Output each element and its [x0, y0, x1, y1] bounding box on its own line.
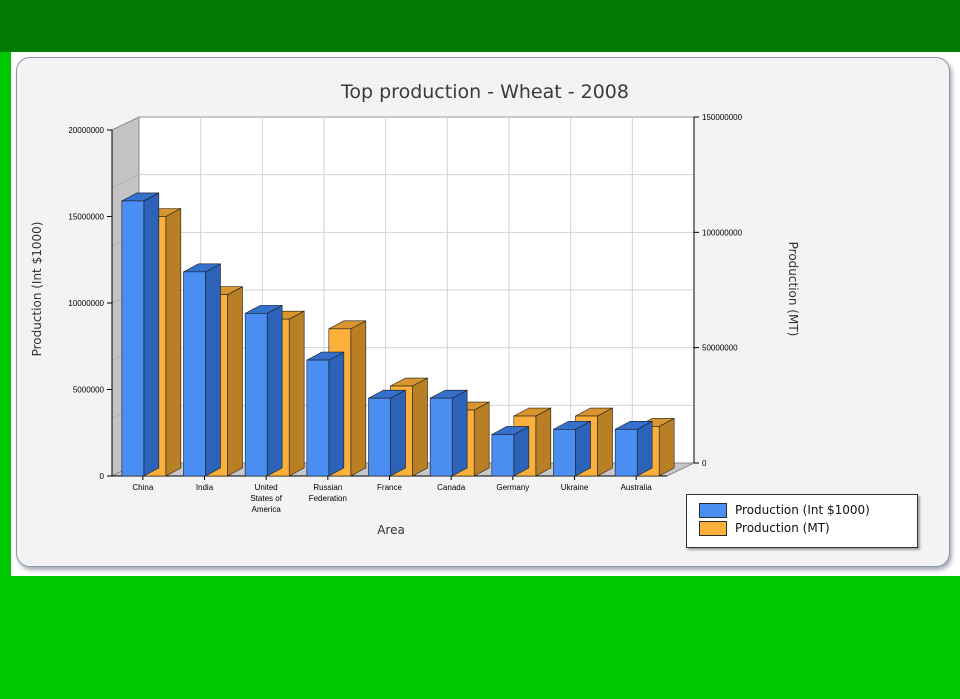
x-tick-label: Federation [309, 494, 347, 503]
y-tick-label-right: 150000000 [702, 113, 743, 122]
chart-panel: Top production - Wheat - 2008 0 5000000 10… [16, 57, 950, 567]
bar-series1 [121, 200, 145, 477]
bar-series1 [491, 434, 515, 477]
bar-chart: Top production - Wheat - 2008 0 5000000 10… [30, 81, 800, 537]
y-tick-label-left: 5000000 [73, 386, 105, 395]
header-band [0, 0, 960, 52]
x-tick-label: States of [250, 494, 282, 503]
legend-swatch-series1 [699, 502, 727, 518]
gridline-side [111, 174, 140, 189]
bar-series1-side [205, 263, 221, 477]
bar-series1-side [513, 425, 530, 477]
y-tick-label-right: 100000000 [702, 228, 743, 237]
x-tick-label: China [132, 483, 153, 492]
bar-series1-side [390, 389, 406, 477]
x-tick-label: Germany [496, 483, 529, 492]
legend-swatch-series2 [699, 520, 727, 536]
x-tick-label: United [255, 483, 278, 492]
y-tick-label-left: 15000000 [68, 213, 104, 222]
bar-series1 [553, 428, 576, 477]
x-tick-label: America [251, 505, 281, 514]
bar-series1-side [143, 192, 160, 477]
x-tick-label: Canada [437, 483, 466, 492]
footer-band [0, 576, 960, 699]
bar-series2-side [473, 401, 490, 477]
bar-series2-side [350, 320, 367, 477]
plot-area: 0 5000000 10000000 15000000 20000000 0 5000000… [68, 113, 742, 514]
legend-label-series2: Production (MT) [735, 521, 830, 535]
y-tick-label-right: 0 [702, 459, 707, 468]
bar-series1 [614, 428, 638, 477]
bar-series2-side [412, 377, 428, 477]
bar-series2-side [535, 407, 552, 477]
legend-item-series2: Production (MT) [699, 520, 830, 536]
bar-series1-side [328, 351, 345, 477]
bar-series2-side [658, 417, 675, 477]
y-tick-label-left: 20000000 [68, 126, 104, 135]
bar-series1 [306, 359, 330, 477]
x-tick-label: Australia [621, 483, 653, 492]
legend-item-series1: Production (Int $1000) [699, 502, 870, 518]
bar-series2-side [227, 286, 243, 477]
x-tick-label: Ukraine [561, 483, 589, 492]
bar-series1 [244, 313, 268, 477]
x-tick-label: France [377, 483, 402, 492]
chart-legend: Production (Int $1000) Production (MT) [686, 494, 918, 548]
bar-series2-side [165, 208, 182, 477]
legend-label-series1: Production (Int $1000) [735, 503, 870, 517]
bar-series2-side [288, 310, 305, 477]
y-tick-label-left: 10000000 [68, 299, 104, 308]
y-axis-right-title: Production (MT) [786, 242, 800, 337]
bar-series1-side [266, 304, 283, 477]
y-tick-label-left: 0 [100, 472, 105, 481]
bar-series1-side [636, 420, 653, 477]
chart-title: Top production - Wheat - 2008 [340, 81, 629, 103]
bar-series1-side [451, 389, 468, 477]
x-axis-title: Area [377, 523, 405, 537]
bar-series2-side [597, 407, 613, 477]
x-tick-label: India [196, 483, 214, 492]
bar-series1 [429, 397, 453, 477]
bar-series1 [183, 271, 206, 477]
bar-series1 [368, 397, 391, 477]
y-tick-label-right: 50000000 [702, 344, 738, 353]
x-tick-label: Russian [313, 483, 342, 492]
bar-series1-side [575, 420, 591, 477]
y-axis-left-title: Production (Int $1000) [30, 222, 44, 357]
